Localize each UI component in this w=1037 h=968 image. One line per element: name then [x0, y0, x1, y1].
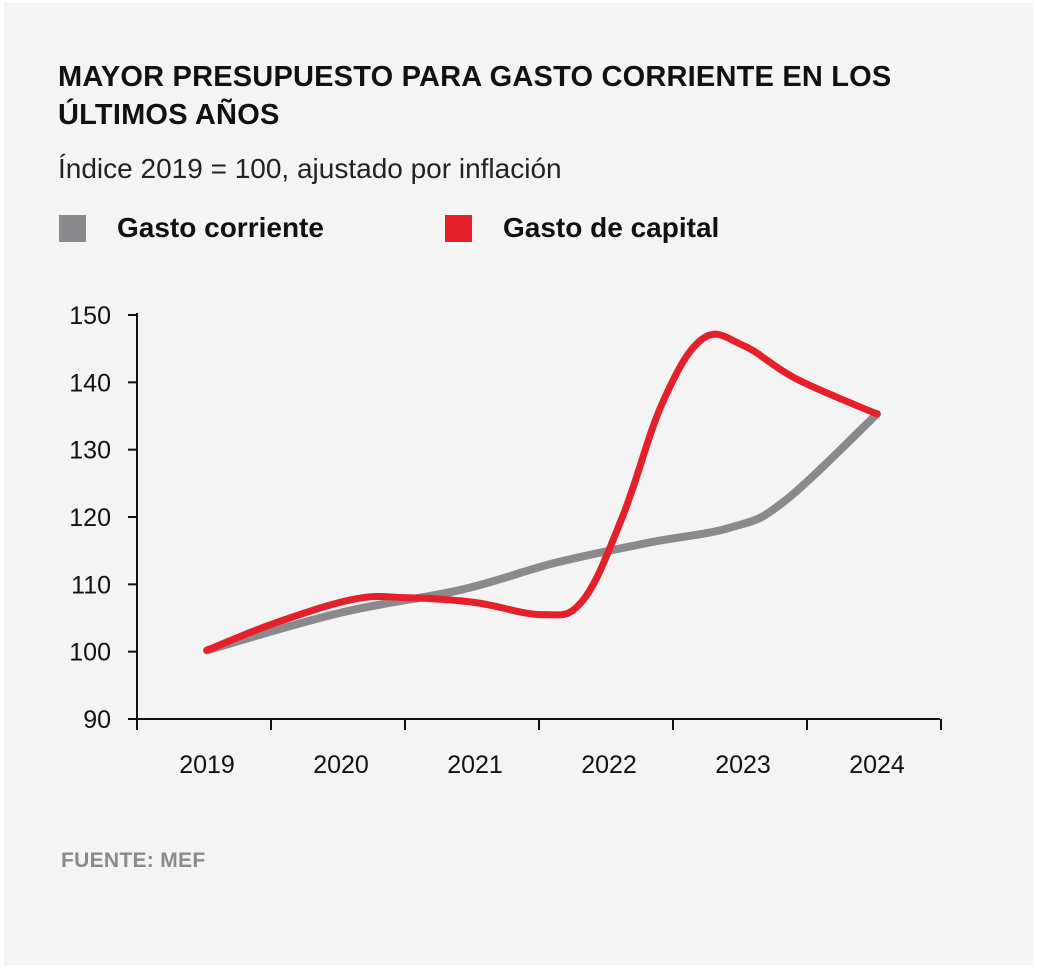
x-tick-label: 2024: [849, 751, 905, 779]
series-line-gasto-corriente: [203, 410, 881, 655]
chart-title: MAYOR PRESUPUESTO PARA GASTO CORRIENTE E…: [58, 61, 892, 131]
series-line-gasto-de-capital: [203, 330, 881, 654]
chart-axes: 90 100 110 120 130 140 150 2019 2020 2021 2022 2023…: [69, 302, 942, 779]
x-tick-label: 2023: [715, 751, 771, 779]
legend-item-gasto-corriente: Gasto corriente: [59, 212, 324, 244]
chart-series: [203, 330, 881, 655]
y-tick-label: 130: [69, 437, 111, 465]
x-tick-label: 2021: [447, 751, 503, 779]
y-tick-label: 110: [71, 571, 111, 599]
x-tick-label: 2020: [313, 751, 369, 779]
y-tick-label: 90: [83, 706, 111, 734]
x-tick-label: 2022: [581, 751, 637, 779]
y-tick-label: 150: [69, 302, 111, 330]
chart-subtitle: Índice 2019 = 100, ajustado por inflació…: [58, 153, 562, 184]
chart-card: [4, 3, 1033, 965]
y-tick-label: 140: [69, 369, 111, 397]
y-tick-label: 100: [69, 639, 111, 667]
y-tick-label: 120: [69, 504, 111, 532]
source-note: FUENTE: MEF: [61, 849, 206, 872]
legend-label-gasto-de-capital: Gasto de capital: [503, 212, 720, 243]
legend-swatch-gasto-de-capital: [445, 214, 472, 242]
legend-label-gasto-corriente: Gasto corriente: [117, 212, 324, 243]
x-tick-label: 2019: [179, 751, 235, 779]
legend-item-gasto-de-capital: Gasto de capital: [445, 212, 719, 244]
legend-swatch-gasto-corriente: [59, 214, 86, 242]
